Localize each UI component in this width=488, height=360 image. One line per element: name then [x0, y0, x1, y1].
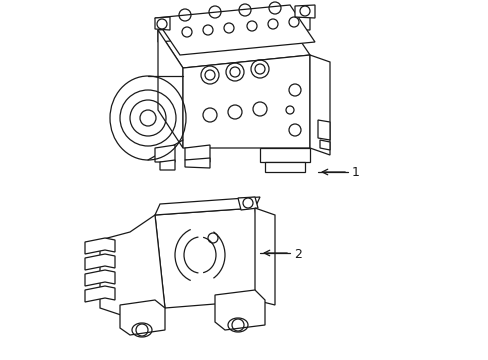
Polygon shape	[85, 270, 115, 286]
Polygon shape	[294, 5, 314, 18]
Polygon shape	[158, 30, 183, 148]
Polygon shape	[264, 162, 305, 172]
Polygon shape	[85, 238, 115, 254]
Polygon shape	[238, 197, 258, 210]
Polygon shape	[183, 55, 309, 148]
Polygon shape	[155, 5, 314, 55]
Polygon shape	[285, 17, 309, 30]
Polygon shape	[317, 120, 329, 140]
Polygon shape	[155, 17, 170, 30]
Polygon shape	[184, 158, 209, 168]
Polygon shape	[158, 28, 183, 42]
Polygon shape	[184, 145, 209, 162]
Polygon shape	[158, 18, 309, 68]
Polygon shape	[160, 160, 175, 170]
Polygon shape	[215, 290, 264, 330]
Polygon shape	[309, 55, 329, 155]
Polygon shape	[85, 286, 115, 302]
Polygon shape	[100, 215, 164, 318]
Text: 1: 1	[351, 166, 359, 180]
Polygon shape	[319, 140, 329, 150]
Polygon shape	[85, 254, 115, 270]
Text: 2: 2	[293, 248, 301, 261]
Polygon shape	[155, 197, 260, 215]
Polygon shape	[254, 208, 274, 305]
Polygon shape	[155, 145, 175, 162]
Polygon shape	[120, 300, 164, 335]
Polygon shape	[260, 148, 309, 162]
Polygon shape	[155, 208, 264, 308]
